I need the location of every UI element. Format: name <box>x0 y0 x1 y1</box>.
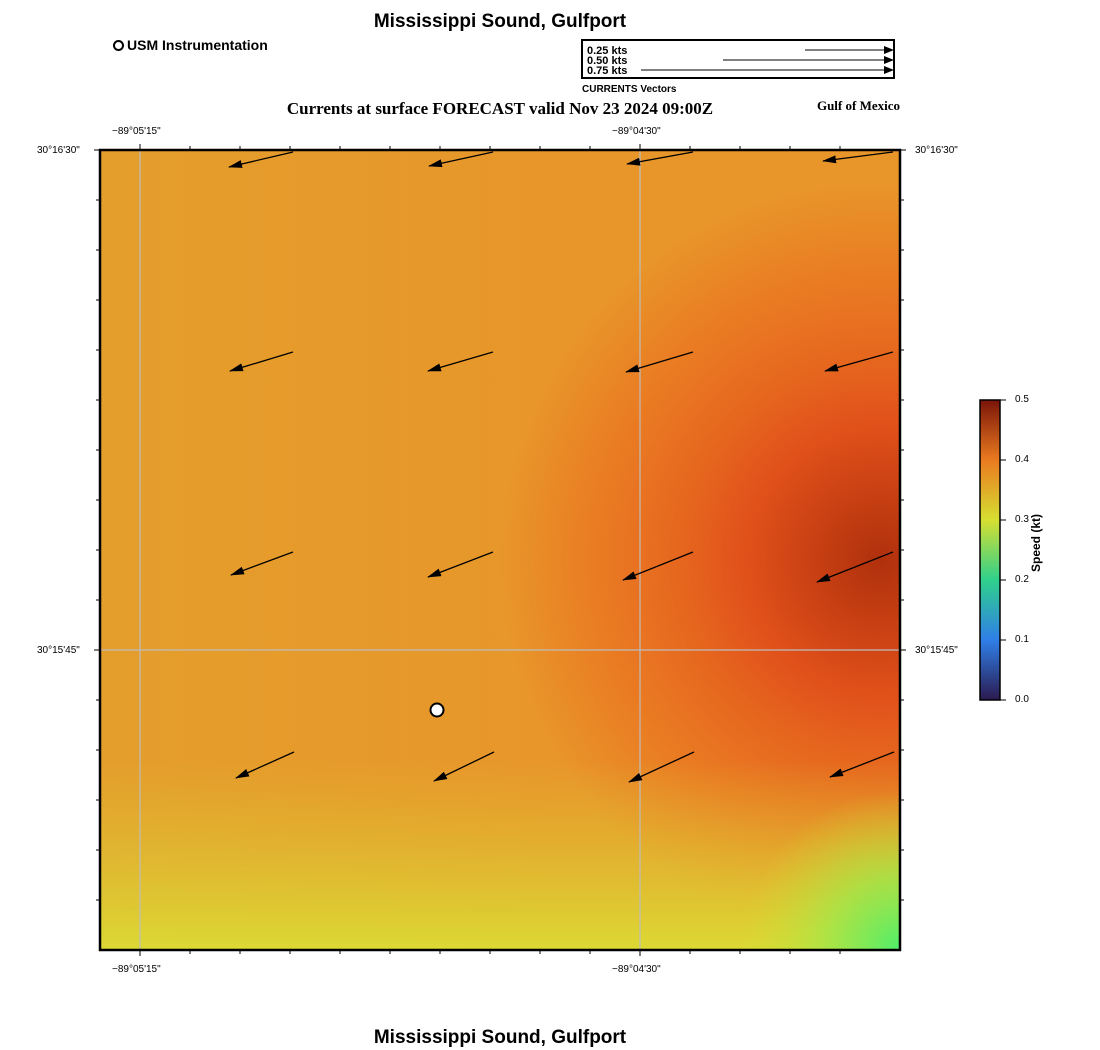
current-vector <box>427 551 494 578</box>
station-legend-label: USM Instrumentation <box>127 37 268 53</box>
colorbar <box>979 399 1006 701</box>
colorbar-tick-label: 0.1 <box>1015 634 1029 645</box>
station-marker-icon <box>113 39 124 51</box>
current-vector <box>433 751 495 782</box>
region-label: Gulf of Mexico <box>816 98 900 113</box>
y-tick-label-right-1: 30°16'30" <box>915 145 958 156</box>
x-tick-label-top-2: −89°04'30" <box>612 126 661 137</box>
map-title-top: Mississippi Sound, Gulfport <box>373 11 627 32</box>
current-vector <box>230 551 294 576</box>
vector-legend-label-1: 0.25 kts <box>587 45 628 57</box>
current-vector <box>427 351 494 372</box>
colorbar-title: Speed (kt) <box>1029 514 1043 573</box>
vector-legend-label-3: 0.75 kts <box>587 65 628 77</box>
current-vector <box>626 151 694 166</box>
frame-ticks <box>94 144 906 956</box>
current-vector <box>229 351 294 372</box>
vector-legend: 0.25 kts 0.50 kts 0.75 kts <box>581 39 895 79</box>
colorbar-tick-label: 0.4 <box>1015 454 1029 465</box>
station-legend: USM Instrumentation <box>113 37 268 53</box>
speed-field <box>100 150 900 950</box>
vector-legend-caption: CURRENTS Vectors <box>582 84 677 95</box>
colorbar-tick-label: 0.0 <box>1015 694 1029 705</box>
map-title-bottom: Mississippi Sound, Gulfport <box>373 1027 627 1048</box>
map-subtitle: Currents at surface FORECAST valid Nov 2… <box>286 99 714 118</box>
current-vector <box>625 351 694 373</box>
colorbar-tick-label: 0.3 <box>1015 514 1029 525</box>
current-vector <box>816 551 894 583</box>
current-vector <box>622 551 694 581</box>
colorbar-tick-label: 0.2 <box>1015 574 1029 585</box>
colorbar-ramp <box>979 399 1001 701</box>
current-vector <box>822 151 894 164</box>
vector-legend-label-2: 0.50 kts <box>587 55 628 67</box>
y-tick-label-left-1: 30°16'30" <box>37 145 80 156</box>
x-tick-label-top-1: −89°05'15" <box>112 126 161 137</box>
x-tick-label-bottom-2: −89°04'30" <box>612 964 661 975</box>
current-vector <box>829 751 895 778</box>
current-vector <box>228 151 294 168</box>
graticule <box>100 150 900 950</box>
current-vector <box>235 751 295 779</box>
current-vectors <box>228 151 895 783</box>
vector-legend-arrows <box>641 46 893 74</box>
usm-station-marker[interactable] <box>429 702 445 718</box>
current-vector <box>824 351 894 372</box>
colorbar-tick-label: 0.5 <box>1015 394 1029 405</box>
x-tick-label-bottom-1: −89°05'15" <box>112 964 161 975</box>
current-vector <box>428 151 494 168</box>
y-tick-label-right-2: 30°15'45" <box>915 645 958 656</box>
y-tick-label-left-2: 30°15'45" <box>37 645 80 656</box>
current-vector <box>628 751 695 783</box>
